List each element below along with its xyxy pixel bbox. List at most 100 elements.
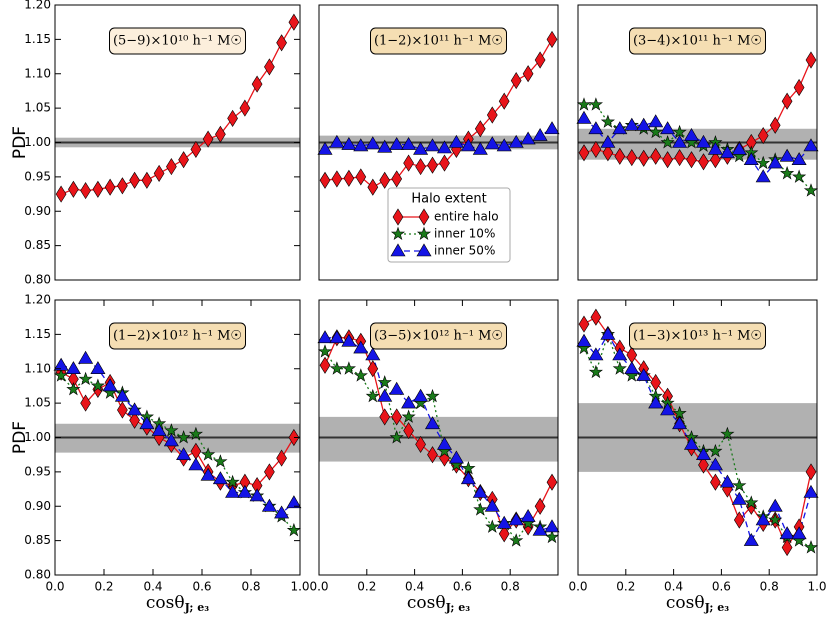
marker-triangle — [779, 526, 795, 540]
marker-diamond — [534, 51, 546, 69]
y-tick-label: 1.00 — [24, 135, 51, 149]
marker-triangle — [377, 139, 393, 153]
x-tick-label: 1.0 — [807, 580, 826, 594]
marker-triangle — [683, 128, 700, 141]
marker-star — [473, 502, 488, 516]
marker-triangle — [779, 148, 795, 162]
marker-star — [353, 368, 368, 382]
marker-diamond — [239, 99, 251, 117]
marker-star — [90, 378, 105, 392]
frame — [318, 299, 559, 576]
marker-triangle — [90, 361, 106, 375]
x-tick-label: 0.2 — [94, 580, 113, 594]
marker-triangle — [286, 495, 302, 509]
x-tick-label: 0.0 — [45, 580, 64, 594]
y-tick-label: 1.15 — [24, 32, 51, 46]
marker-triangle — [660, 402, 676, 416]
marker-star — [648, 124, 663, 139]
marker-triangle — [401, 137, 417, 150]
marker-triangle — [707, 141, 723, 155]
marker-diamond — [674, 149, 685, 167]
marker-triangle — [436, 140, 453, 154]
x-tick-label: 0.2 — [357, 580, 376, 594]
marker-triangle — [636, 368, 652, 381]
y-tick-label: 0.95 — [24, 169, 51, 183]
x-axis-label: cosθJ; e₃ — [666, 593, 729, 615]
marker-triangle — [767, 498, 783, 512]
x-tick-label: 0.8 — [241, 580, 260, 594]
marker-triangle — [520, 131, 536, 145]
marker-triangle — [448, 134, 464, 148]
frame — [577, 4, 818, 281]
marker-triangle — [413, 388, 429, 402]
marker-triangle — [460, 471, 476, 485]
y-tick-label: 0.90 — [24, 204, 51, 218]
marker-triangle — [274, 505, 290, 519]
marker-diamond — [367, 178, 379, 196]
y-tick-label: 0.85 — [24, 533, 51, 547]
marker-diamond — [805, 51, 817, 69]
x-axis-label-sub: J; e₃ — [184, 601, 210, 614]
marker-triangle — [353, 340, 369, 354]
marker-triangle — [413, 141, 429, 155]
y-axis-label: PDF — [10, 126, 30, 159]
x-tick-label: 0.8 — [760, 580, 779, 594]
x-axis-label-main: cosθ — [146, 593, 185, 613]
marker-triangle — [520, 509, 536, 522]
marker-star — [672, 405, 687, 420]
marker-diamond — [319, 356, 331, 374]
marker-triangle — [731, 491, 747, 505]
marker-triangle — [803, 138, 819, 152]
marker-star — [708, 443, 723, 458]
y-tick-label: 0.90 — [24, 499, 51, 513]
marker-star — [389, 430, 404, 444]
marker-star — [286, 522, 301, 537]
marker-diamond — [117, 401, 128, 419]
marker-triangle — [743, 152, 759, 165]
marker-star — [164, 423, 179, 437]
marker-diamond — [698, 456, 709, 474]
marker-diamond — [534, 497, 546, 515]
marker-triangle — [341, 137, 357, 150]
y-tick-label: 1.05 — [24, 101, 51, 115]
marker-diamond — [379, 408, 391, 426]
x-tick-label: 0.6 — [712, 580, 731, 594]
marker-diamond — [392, 208, 404, 226]
marker-triangle — [660, 121, 676, 135]
marker-triangle — [200, 467, 216, 481]
marker-diamond — [264, 463, 275, 481]
x-axis-label: cosθJ; e₃ — [407, 593, 470, 615]
marker-diamond — [104, 178, 116, 196]
marker-star — [425, 388, 440, 403]
panel-title: (1−2)×10¹¹ h⁻¹ M☉ — [374, 34, 503, 49]
marker-triangle — [803, 484, 819, 498]
marker-triangle — [755, 169, 771, 183]
legend-label: inner 50% — [434, 244, 495, 258]
panel-title: (1−2)×10¹² h⁻¹ M☉ — [113, 329, 242, 344]
x-axis-label-main: cosθ — [666, 593, 705, 613]
y-tick-label: 0.80 — [24, 273, 51, 287]
legend-label: entire halo — [434, 210, 499, 224]
marker-triangle — [719, 145, 735, 159]
marker-star — [66, 381, 81, 396]
marker-triangle — [416, 243, 432, 257]
x-tick-label: 1.0 — [290, 580, 309, 594]
marker-diamond — [288, 13, 300, 31]
x-tick-label: 0.2 — [616, 580, 635, 594]
marker-diamond — [662, 151, 673, 169]
marker-diamond — [474, 120, 486, 138]
marker-triangle — [249, 488, 265, 502]
marker-triangle — [576, 110, 592, 124]
marker-triangle — [636, 117, 652, 131]
marker-diamond — [178, 151, 189, 169]
marker-diamond — [686, 151, 697, 169]
y-tick-label: 1.20 — [24, 0, 51, 12]
marker-triangle — [612, 347, 628, 361]
marker-triangle — [707, 457, 723, 471]
y-tick-label: 1.10 — [24, 361, 51, 375]
x-tick-label: 0.6 — [192, 580, 211, 594]
marker-diamond — [510, 72, 522, 90]
x-tick-label: 0.8 — [501, 580, 520, 594]
marker-diamond — [80, 182, 91, 200]
marker-star — [600, 114, 615, 128]
